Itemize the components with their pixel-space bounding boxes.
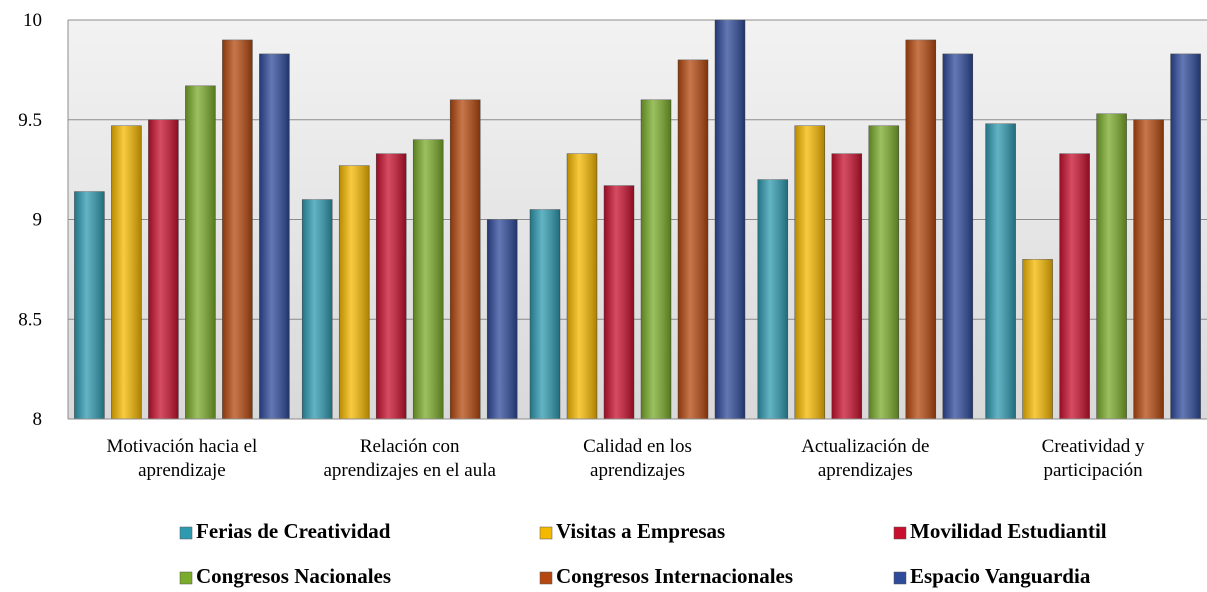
- legend-swatch: [539, 526, 553, 540]
- legend-label: Ferias de Creatividad: [196, 519, 391, 543]
- bar: [486, 219, 518, 420]
- y-tick-label: 8: [33, 409, 43, 430]
- bar: [222, 39, 253, 420]
- y-tick-label: 8.5: [18, 309, 42, 330]
- bar: [1022, 259, 1053, 420]
- x-tick-label: Motivación hacia el aprendizaje: [106, 436, 257, 481]
- bar: [1059, 153, 1090, 420]
- bar: [868, 125, 900, 420]
- bar: [301, 199, 333, 420]
- bar: [640, 99, 672, 420]
- bar: [338, 165, 370, 420]
- legend-swatch: [179, 571, 193, 585]
- legend-label: Espacio Vanguardia: [910, 564, 1091, 588]
- bar: [412, 139, 444, 420]
- x-tick-label: Creatividad y participación: [1042, 436, 1145, 481]
- x-tick-label: Actualización de aprendizajes: [801, 436, 929, 481]
- bar: [985, 123, 1016, 420]
- bar: [259, 53, 290, 420]
- bar: [677, 59, 709, 420]
- bar: [942, 53, 974, 420]
- bar: [603, 185, 635, 420]
- x-tick-label: Relación con aprendizajes en el aula: [323, 436, 496, 481]
- legend-label: Visitas a Empresas: [556, 519, 725, 543]
- bar: [375, 153, 407, 420]
- bar: [831, 153, 863, 420]
- bar: [1133, 119, 1164, 420]
- legend-swatch: [893, 526, 907, 540]
- bar: [566, 153, 598, 420]
- y-tick-label: 10: [23, 10, 42, 31]
- legend-label: Congresos Internacionales: [556, 564, 793, 588]
- y-tick-label: 9: [33, 210, 43, 231]
- bar: [757, 179, 789, 420]
- bar: [111, 125, 142, 420]
- bar: [1096, 113, 1127, 420]
- bar: [529, 209, 561, 420]
- legend-label: Movilidad Estudiantil: [910, 519, 1107, 543]
- bar: [74, 191, 105, 420]
- legend-swatch: [539, 571, 553, 585]
- y-tick-label: 9.5: [18, 110, 42, 131]
- bar: [905, 39, 937, 420]
- bar: [714, 19, 746, 420]
- x-tick-label: Calidad en los aprendizajes: [583, 436, 692, 481]
- bar: [185, 85, 216, 420]
- legend-swatch: [179, 526, 193, 540]
- legend-label: Congresos Nacionales: [196, 564, 391, 588]
- bar: [148, 119, 179, 420]
- bar: [1170, 53, 1201, 420]
- legend-swatch: [893, 571, 907, 585]
- bar: [794, 125, 826, 420]
- bar: [449, 99, 481, 420]
